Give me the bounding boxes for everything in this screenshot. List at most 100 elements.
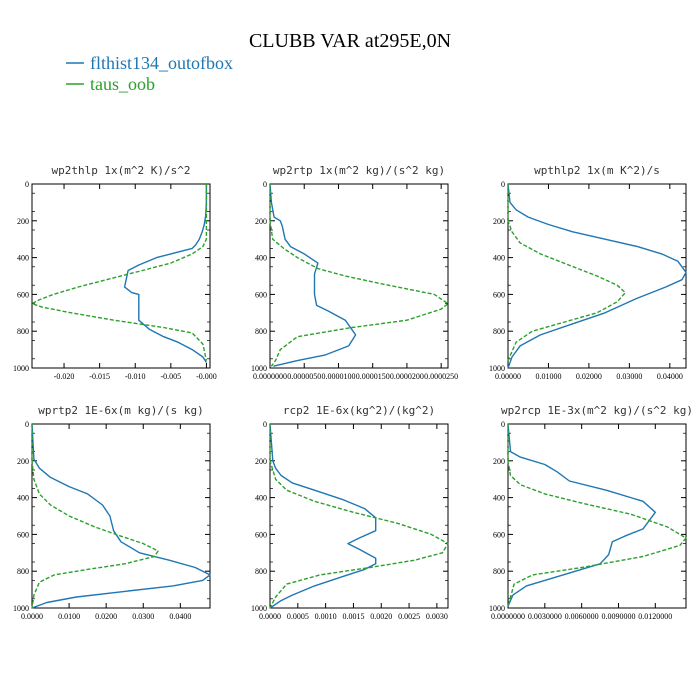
panel-6: wp2rcp 1E-3x(m^2 kg)/(s^2 kg) 0 200 400 600 8… [489, 404, 693, 621]
y-tick-label: 400 [493, 254, 505, 263]
x-tick-label: -0.015 [89, 372, 110, 381]
x-tick-label: 0.02000 [576, 372, 602, 381]
y-tick-label: 200 [493, 457, 505, 466]
y-tick-label: 400 [17, 254, 29, 263]
panel-4: wprtp2 1E-6x(m kg)/(s kg) 0 200 400 600 800 10… [13, 404, 211, 621]
panel-5: rcp2 1E-6x(kg^2)/(kg^2) 0 200 400 600 800 1000… [251, 404, 449, 621]
y-tick-label: 600 [17, 530, 29, 539]
y-tick-label: 0 [501, 180, 505, 189]
x-tick-label: -0.000 [196, 372, 217, 381]
y-tick-label: 0 [501, 420, 505, 429]
y-tick-label: 1000 [489, 364, 505, 373]
x-tick-label: 0.0000200 [390, 372, 424, 381]
series-line-flthist134_outofbox [269, 423, 377, 609]
y-tick-label: 1000 [13, 604, 29, 613]
y-tick-label: 600 [255, 530, 267, 539]
plot-frame [31, 183, 211, 369]
panel-title: rcp2 1E-6x(kg^2)/(kg^2) [283, 404, 435, 417]
y-tick-label: 1000 [251, 604, 267, 613]
x-tick-label: -0.005 [161, 372, 182, 381]
y-tick-label: 0 [263, 180, 267, 189]
y-tick-label: 200 [255, 457, 267, 466]
y-tick-label: 200 [17, 217, 29, 226]
plot-frame [507, 183, 687, 369]
x-tick-label: 0.0000050 [287, 372, 321, 381]
y-tick-label: 0 [25, 180, 29, 189]
x-tick-label: -0.020 [54, 372, 75, 381]
x-tick-label: 0.0000100 [321, 372, 355, 381]
series-line-flthist134_outofbox [31, 423, 211, 609]
x-tick-label: 0.0400 [169, 612, 191, 621]
x-tick-label: 0.0200 [95, 612, 117, 621]
figure-title: CLUBB VAR at295E,0N [249, 30, 451, 52]
x-tick-label: 0.0005 [287, 612, 309, 621]
series-line-taus_oob [269, 184, 449, 367]
y-tick-label: 0 [25, 420, 29, 429]
x-tick-label: 0.0025 [398, 612, 420, 621]
legend-label-taus-oob: taus_oob [90, 74, 155, 94]
series-line-taus_oob [269, 424, 449, 609]
y-tick-label: 800 [17, 327, 29, 336]
series-line-flthist134_outofbox [123, 184, 208, 363]
y-tick-label: 400 [255, 254, 267, 263]
x-tick-label: 0.0090000 [601, 612, 635, 621]
series-line-taus_oob [507, 424, 687, 607]
series-line-taus_oob [31, 424, 159, 609]
panel-title: wp2thlp 1x(m^2 K)/s^2 [51, 164, 190, 177]
x-tick-label: 0.0030 [426, 612, 448, 621]
x-tick-label: 0.03000 [616, 372, 642, 381]
panel-title: wprtp2 1E-6x(m kg)/(s kg) [38, 404, 204, 417]
y-tick-label: 400 [255, 494, 267, 503]
panel-1: wp2thlp 1x(m^2 K)/s^2 0 200 400 600 800 1000 -0… [13, 164, 217, 381]
y-tick-label: 1000 [13, 364, 29, 373]
x-tick-label: 0.0300 [132, 612, 154, 621]
x-tick-label: 0.0010 [315, 612, 337, 621]
x-tick-label: 0.0000150 [356, 372, 390, 381]
panel-title: wp2rcp 1E-3x(m^2 kg)/(s^2 kg) [501, 404, 693, 417]
series-line-flthist134_outofbox [507, 423, 656, 607]
y-tick-label: 800 [255, 567, 267, 576]
x-tick-label: 0.0100 [58, 612, 80, 621]
x-tick-label: 0.0120000 [638, 612, 672, 621]
y-tick-label: 800 [17, 567, 29, 576]
panel-2: wp2rtp 1x(m^2 kg)/(s^2 kg) 0 200 400 600 800 1… [251, 164, 458, 381]
y-tick-label: 200 [493, 217, 505, 226]
series-line-taus_oob [31, 184, 208, 361]
plot-frame [269, 183, 449, 369]
y-tick-label: 200 [17, 457, 29, 466]
x-tick-label: 0.0030000 [528, 612, 562, 621]
legend-label-flthist134: flthist134_outofbox [90, 53, 233, 73]
x-tick-label: 0.0015 [342, 612, 364, 621]
x-tick-label: 0.01000 [535, 372, 561, 381]
y-tick-label: 600 [255, 290, 267, 299]
y-tick-label: 400 [17, 494, 29, 503]
y-tick-label: 600 [17, 290, 29, 299]
plot-frame [507, 423, 687, 609]
x-tick-label: -0.010 [125, 372, 146, 381]
x-tick-label: 0.00000 [495, 372, 521, 381]
y-tick-label: 1000 [251, 364, 267, 373]
x-tick-label: 0.0000 [259, 612, 281, 621]
series-line-flthist134_outofbox [507, 183, 687, 369]
panels: wp2thlp 1x(m^2 K)/s^2 0 200 400 600 800 1000 -0… [13, 164, 693, 621]
panel-title: wpthlp2 1x(m K^2)/s [534, 164, 660, 177]
panel-3: wpthlp2 1x(m K^2)/s 0 200 400 600 800 10000.00… [489, 164, 687, 381]
plot-frame [269, 423, 449, 609]
x-tick-label: 0.0000000 [253, 372, 287, 381]
series-line-flthist134_outofbox [269, 183, 357, 367]
y-tick-label: 600 [493, 530, 505, 539]
x-tick-label: 0.0000 [21, 612, 43, 621]
x-tick-label: 0.0000250 [424, 372, 458, 381]
plot-frame [31, 423, 211, 609]
x-tick-label: 0.0020 [370, 612, 392, 621]
y-tick-label: 0 [263, 420, 267, 429]
y-tick-label: 1000 [489, 604, 505, 613]
y-tick-label: 800 [493, 327, 505, 336]
y-tick-label: 800 [493, 567, 505, 576]
y-tick-label: 200 [255, 217, 267, 226]
y-tick-label: 600 [493, 290, 505, 299]
x-tick-label: 0.04000 [657, 372, 683, 381]
panel-title: wp2rtp 1x(m^2 kg)/(s^2 kg) [273, 164, 445, 177]
legend: flthist134_outofbox taus_oob [66, 53, 233, 94]
